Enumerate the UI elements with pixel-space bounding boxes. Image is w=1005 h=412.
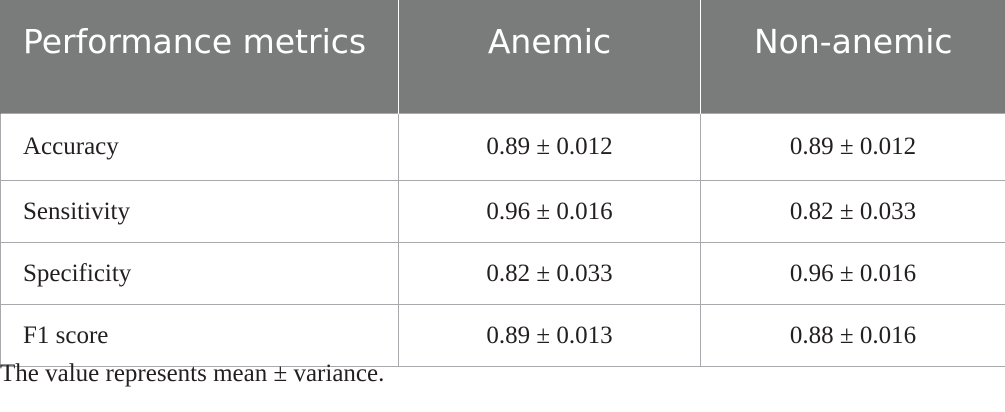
table-row: Sensitivity 0.96 ± 0.016 0.82 ± 0.033 xyxy=(0,180,1005,243)
anemic-value: 0.89 ± 0.013 xyxy=(398,304,701,367)
header-label: Performance metrics xyxy=(23,22,367,61)
metric-name: Accuracy xyxy=(0,113,399,181)
header-row: Performance metrics Anemic Non-anemic xyxy=(0,0,1005,114)
metrics-table: Performance metrics Anemic Non-anemic Ac… xyxy=(0,0,1005,367)
non-anemic-value: 0.88 ± 0.016 xyxy=(700,304,1005,367)
anemic-value: 0.96 ± 0.016 xyxy=(398,180,701,243)
header-label: Non-anemic xyxy=(753,22,953,61)
table-footnote: The value represents mean ± variance. xyxy=(0,360,385,387)
table-header: Performance metrics Anemic Non-anemic xyxy=(0,0,1005,114)
header-non-anemic: Non-anemic xyxy=(700,0,1005,114)
header-label: Anemic xyxy=(487,22,612,61)
table-row: F1 score 0.89 ± 0.013 0.88 ± 0.016 xyxy=(0,304,1005,367)
metric-name: F1 score xyxy=(0,304,399,367)
header-performance-metrics: Performance metrics xyxy=(0,0,399,114)
anemic-value: 0.89 ± 0.012 xyxy=(398,113,701,181)
table-row: Specificity 0.82 ± 0.033 0.96 ± 0.016 xyxy=(0,242,1005,305)
metric-name: Specificity xyxy=(0,242,399,305)
non-anemic-value: 0.89 ± 0.012 xyxy=(700,113,1005,181)
metric-name: Sensitivity xyxy=(0,180,399,243)
non-anemic-value: 0.96 ± 0.016 xyxy=(700,242,1005,305)
table-body: Accuracy 0.89 ± 0.012 0.89 ± 0.012 Sensi… xyxy=(0,113,1005,367)
metrics-table-container: Performance metrics Anemic Non-anemic Ac… xyxy=(0,0,1005,367)
anemic-value: 0.82 ± 0.033 xyxy=(398,242,701,305)
table-row: Accuracy 0.89 ± 0.012 0.89 ± 0.012 xyxy=(0,113,1005,181)
non-anemic-value: 0.82 ± 0.033 xyxy=(700,180,1005,243)
header-anemic: Anemic xyxy=(398,0,701,114)
